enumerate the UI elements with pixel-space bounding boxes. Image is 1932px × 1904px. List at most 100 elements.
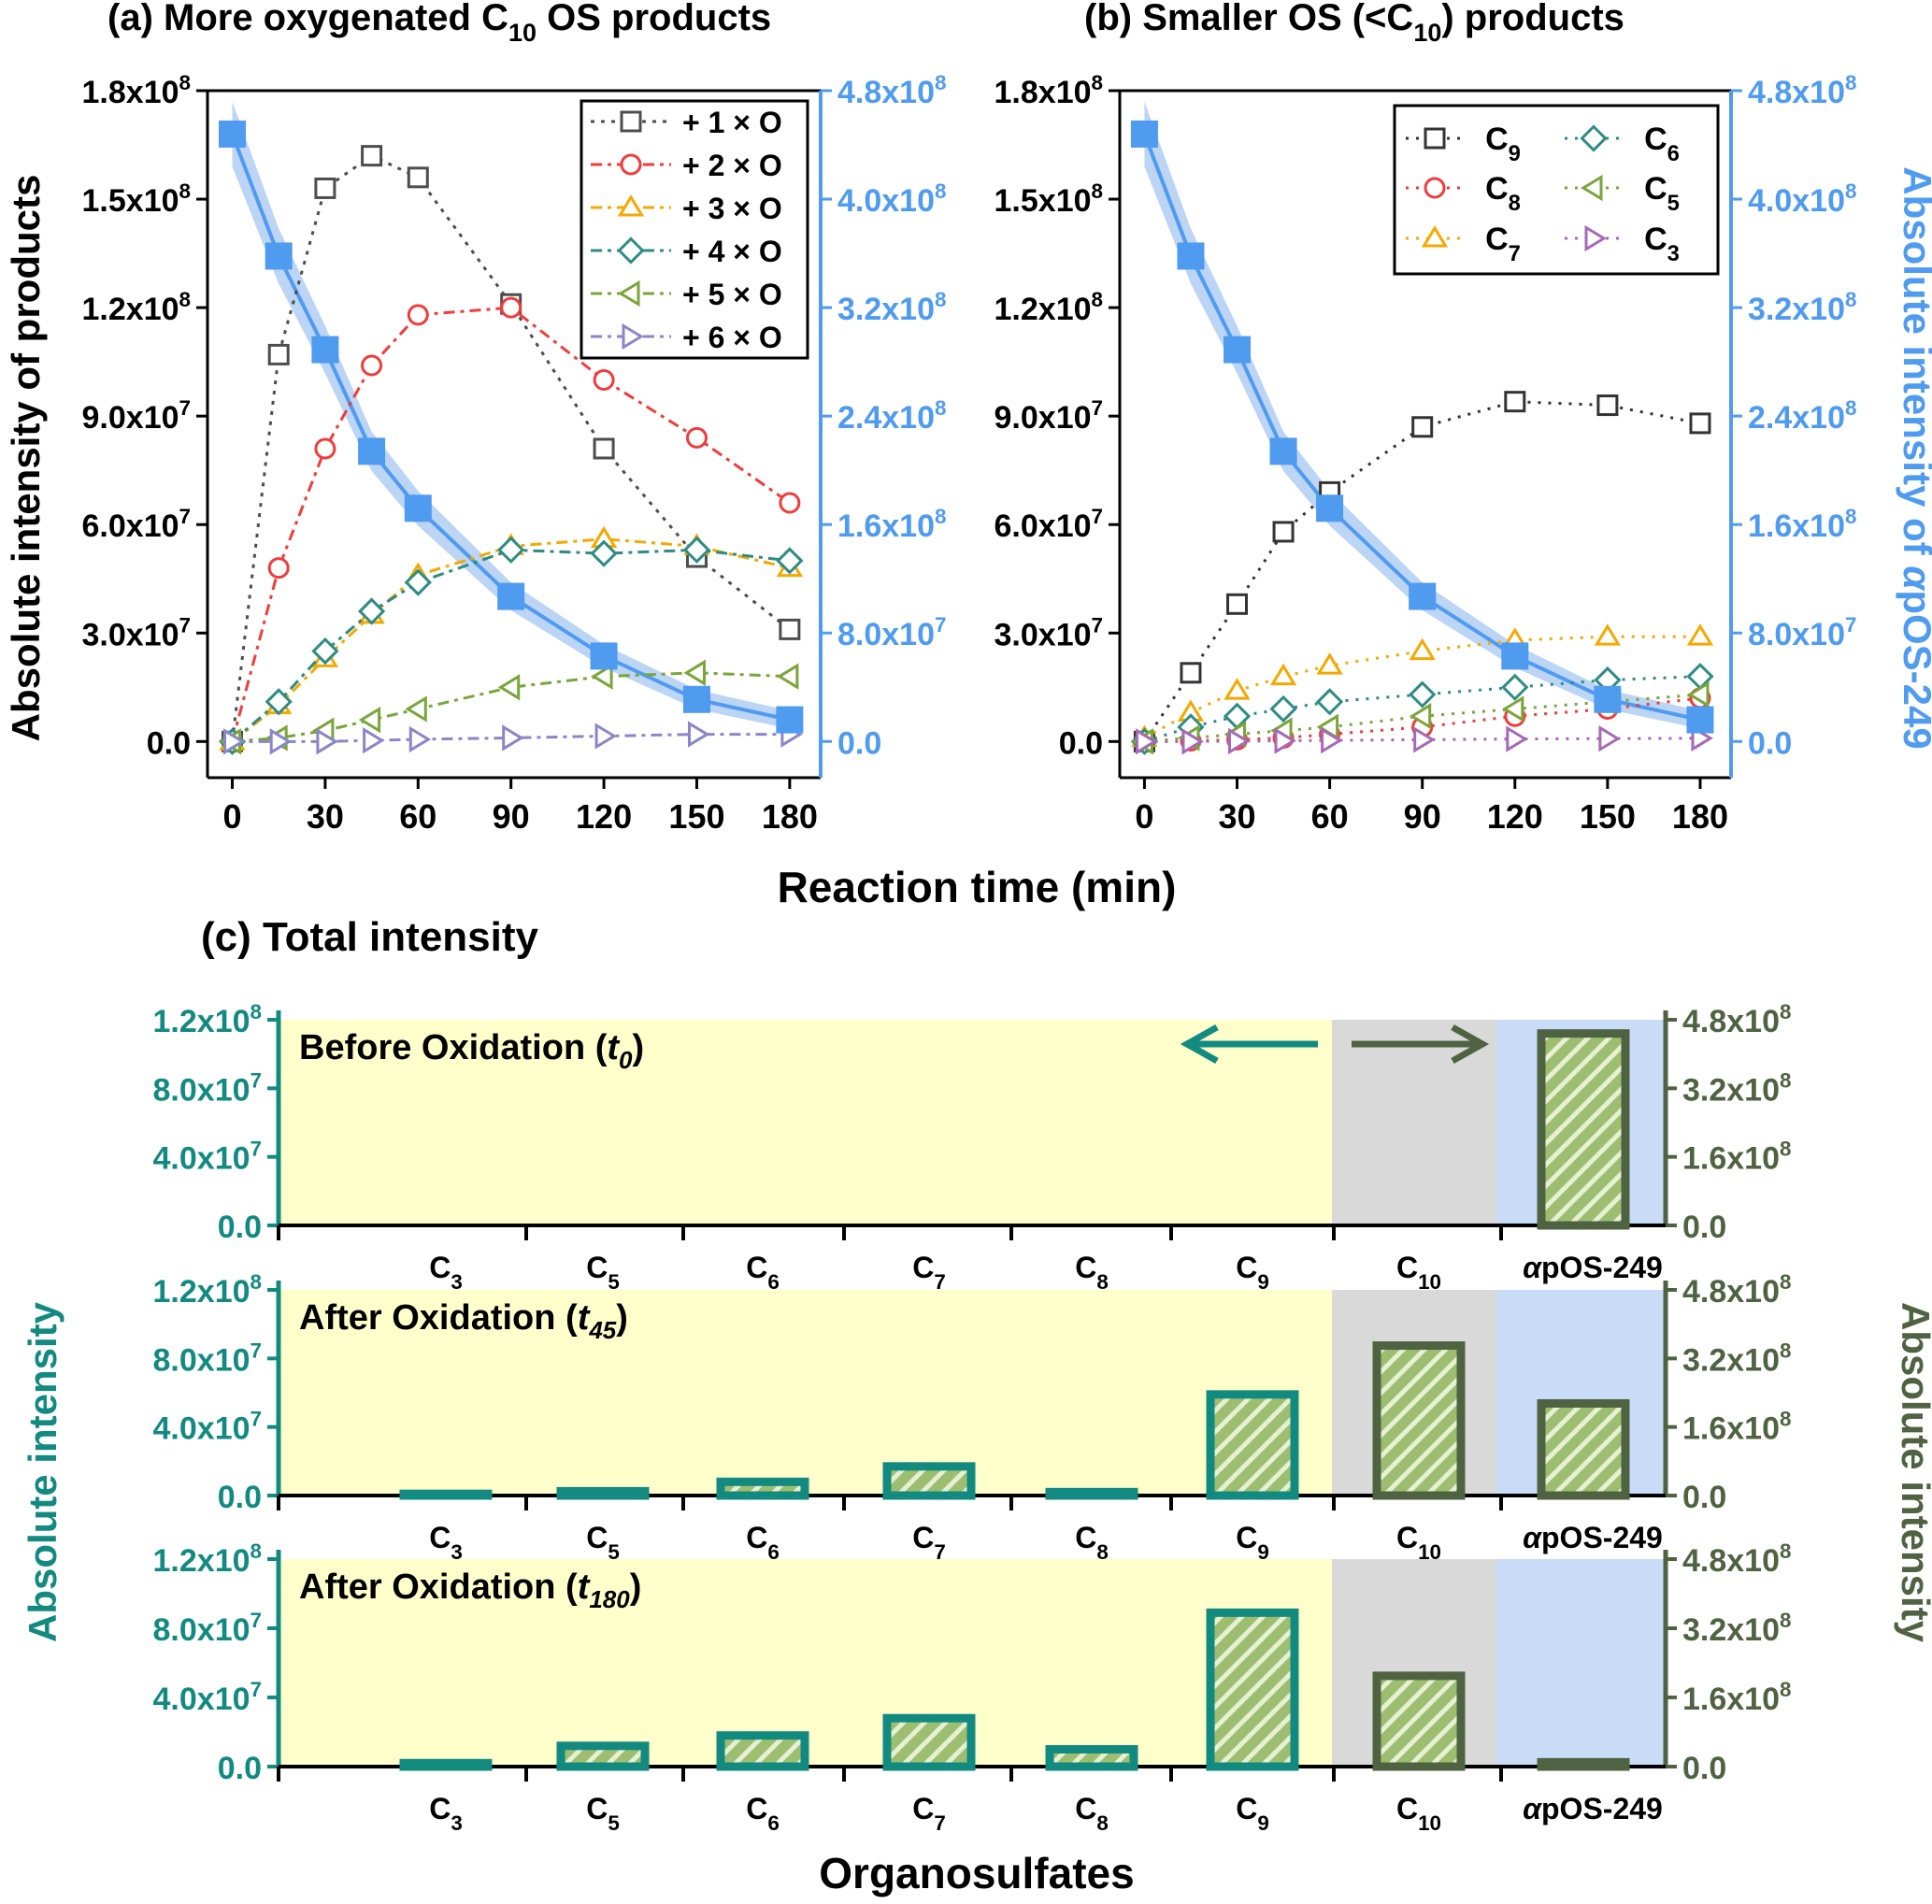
data-point (314, 177, 336, 199)
y-tick-label: 8.0x107 (153, 1609, 262, 1648)
y-tick-label: 6.0x107 (82, 505, 191, 544)
legend-marker (622, 322, 644, 351)
data-point (1501, 673, 1529, 701)
panel-c-ylabel-left: Absolute intensity (21, 1301, 64, 1642)
legend-label: + 4 × O (682, 235, 782, 268)
y2-tick-label: 0.0 (1682, 1480, 1726, 1515)
apos-point (497, 582, 525, 610)
legend-box (580, 99, 809, 360)
y2-tick-label: 2.4x108 (1748, 396, 1856, 436)
bar (1206, 1608, 1299, 1771)
category-label: C10 (1396, 1521, 1441, 1564)
panel-b-title: (b) Smaller OS (<C10) products (1084, 0, 1624, 47)
x-tick-label: 180 (1672, 797, 1728, 836)
y-tick-label: 1.2x108 (153, 1270, 262, 1310)
data-point (405, 695, 427, 723)
x-tick-label: 30 (1218, 797, 1255, 836)
apos-point (1130, 120, 1158, 148)
y-tick-label: 9.0x107 (82, 396, 191, 436)
legend-marker (1581, 174, 1603, 202)
y2-tick-label: 1.6x108 (1682, 1408, 1791, 1447)
bar (399, 1758, 493, 1771)
data-point (1596, 394, 1619, 417)
y-tick-label: 1.8x108 (995, 71, 1103, 110)
legend-label: + 5 × O (682, 278, 782, 311)
apos-point (1316, 494, 1344, 523)
data-point (1594, 623, 1622, 646)
y2-tick-label: 0.0 (837, 725, 881, 761)
x-tick-label: 150 (668, 797, 724, 836)
bar (1045, 1745, 1138, 1771)
bar (556, 1741, 650, 1771)
apos-point (311, 336, 339, 364)
data-point (1598, 725, 1621, 752)
series-line (1143, 675, 1701, 743)
category-label: C8 (1075, 1521, 1109, 1564)
category-label: C9 (1236, 1251, 1269, 1294)
data-point (1413, 726, 1436, 753)
data-point (776, 547, 804, 575)
y2-tick-label: 3.2x108 (1682, 1609, 1791, 1648)
data-point (1409, 703, 1432, 730)
apos-point (358, 437, 386, 465)
legend-label: C9 (1485, 122, 1521, 166)
y-tick-label: 4.0x107 (153, 1138, 262, 1177)
y-tick-label: 0.0 (147, 725, 191, 761)
bar (882, 1713, 976, 1771)
x-tick-label: 0 (222, 797, 241, 836)
data-point (1315, 688, 1344, 716)
series-line (231, 306, 791, 742)
category-label: C8 (1075, 1251, 1109, 1294)
y2-tick-label: 1.6x108 (837, 505, 946, 544)
data-point (311, 637, 339, 666)
y-tick-label: 1.2x108 (153, 1000, 262, 1039)
data-point (591, 663, 613, 690)
category-label: C3 (429, 1521, 463, 1564)
y-tick-label: 8.0x107 (153, 1339, 262, 1378)
y2-tick-label: 3.2x108 (1682, 1339, 1791, 1378)
y2-tick-label: 3.2x108 (837, 288, 946, 327)
y-tick-label: 4.0x107 (153, 1678, 262, 1717)
y-tick-label: 9.0x107 (995, 396, 1103, 436)
panel-c-plot: 0.0 4.0x107 8.0x107 1.2x108 0.0 1.6x108 3.2x10… (153, 1000, 1792, 1835)
y2-tick-label: 2.4x108 (837, 396, 946, 436)
y2-tick-label: 3.2x108 (1748, 288, 1856, 327)
y-tick-label: 1.5x108 (995, 179, 1103, 219)
apos-point (404, 494, 432, 523)
yellow-region (279, 1020, 1332, 1225)
data-point (1321, 726, 1343, 754)
y2-tick-label: 0.0 (1682, 1210, 1726, 1245)
data-point (1181, 728, 1204, 755)
bar-subpanel: 0.0 4.0x107 8.0x107 1.2x108 0.0 1.6x108 3.2x10… (153, 1000, 1792, 1294)
panel-c-ylabel-right: Absolute intensity (1894, 1302, 1932, 1643)
y2-tick-label: 4.0x108 (1748, 179, 1856, 219)
bar-subpanel: 0.0 4.0x107 8.0x107 1.2x108 0.0 1.6x108 3.2x10… (153, 1270, 1792, 1564)
data-point (776, 663, 799, 690)
data-point (1409, 637, 1436, 661)
y-tick-label: 1.8x108 (82, 71, 191, 110)
legend-marker (617, 194, 645, 217)
data-point (500, 296, 522, 319)
legend-marker (620, 110, 642, 133)
legend-box (1393, 104, 1720, 276)
data-point (593, 368, 615, 391)
y-tick-label: 0.0 (218, 1480, 262, 1515)
y-tick-label: 1.5x108 (82, 179, 191, 219)
y-tick-label: 0.0 (1059, 725, 1103, 761)
apos-point (1177, 242, 1205, 270)
bar-subpanel: 0.0 4.0x107 8.0x107 1.2x108 0.0 1.6x108 3.2x10… (153, 1539, 1792, 1835)
y2-tick-label: 1.6x108 (1748, 505, 1856, 544)
x-tick-label: 150 (1580, 797, 1636, 836)
y2-tick-label: 4.8x108 (1682, 1000, 1791, 1039)
y2-tick-label: 8.0x107 (837, 613, 946, 652)
legend-label: + 1 × O (682, 106, 782, 139)
data-point (1274, 727, 1296, 754)
data-point (685, 426, 708, 449)
legend-marker (617, 236, 645, 265)
yellow-region (279, 1290, 1332, 1496)
data-point (265, 688, 293, 716)
apos-point (1686, 706, 1714, 734)
data-point (407, 304, 429, 326)
data-point (267, 343, 290, 365)
data-point (779, 492, 801, 514)
